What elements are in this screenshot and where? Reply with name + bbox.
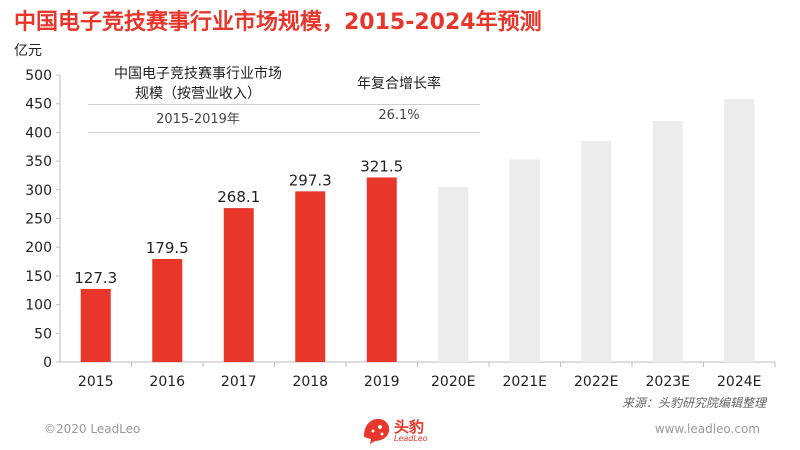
bar-value-label: 268.1 bbox=[217, 188, 260, 206]
chart-title: 中国电子竞技赛事行业市场规模，2015-2024年预测 bbox=[14, 10, 542, 35]
x-tick-label: 2017 bbox=[221, 374, 257, 390]
x-tick-label: 2024E bbox=[717, 374, 761, 390]
y-tick-label: 250 bbox=[25, 212, 52, 228]
forecast-bar bbox=[724, 99, 755, 362]
y-axis-unit: 亿元 bbox=[14, 43, 42, 59]
y-tick-label: 200 bbox=[25, 240, 52, 256]
leopard-head-icon bbox=[364, 418, 390, 444]
actual-bar bbox=[366, 177, 397, 362]
x-tick-label: 2021E bbox=[503, 374, 547, 390]
bar-value-label: 179.5 bbox=[146, 239, 189, 257]
leadleo-logo: 头豹 LeadLeo bbox=[360, 414, 446, 446]
source-note: 来源：头豹研究院编辑整理 bbox=[621, 396, 766, 410]
y-tick-label: 450 bbox=[25, 97, 52, 113]
actual-bar bbox=[223, 208, 254, 362]
y-tick-label: 0 bbox=[43, 355, 52, 371]
x-tick-label: 2020E bbox=[431, 374, 475, 390]
copyright-text: ©2020 LeadLeo bbox=[44, 422, 141, 436]
table-bottom-rule bbox=[88, 132, 480, 133]
x-tick-label: 2015 bbox=[78, 374, 114, 390]
y-tick-label: 400 bbox=[25, 125, 52, 141]
x-tick-label: 2018 bbox=[292, 374, 328, 390]
actual-bar bbox=[152, 258, 183, 362]
y-tick-label: 500 bbox=[25, 68, 52, 84]
forecast-bar bbox=[438, 186, 469, 362]
y-tick-label: 100 bbox=[25, 298, 52, 314]
table-cell-period: 2015-2019年 bbox=[156, 112, 240, 127]
y-tick-label: 50 bbox=[34, 326, 52, 342]
y-tick-label: 350 bbox=[25, 154, 52, 170]
forecast-bar bbox=[652, 120, 683, 362]
forecast-bar bbox=[581, 141, 612, 362]
x-tick-label: 2019 bbox=[364, 374, 400, 390]
forecast-bar bbox=[509, 159, 540, 362]
table-header-cagr: 年复合增长率 bbox=[357, 76, 441, 92]
bar-value-label: 321.5 bbox=[360, 157, 403, 175]
bar-value-label: 127.3 bbox=[74, 269, 117, 287]
x-tick-label: 2023E bbox=[646, 374, 690, 390]
bar-value-label: 297.3 bbox=[289, 171, 332, 189]
y-tick-label: 150 bbox=[25, 269, 52, 285]
logo-text-cn: 头豹 bbox=[394, 418, 425, 436]
x-tick-label: 2016 bbox=[149, 374, 185, 390]
actual-bar bbox=[80, 288, 111, 362]
x-tick-label: 2022E bbox=[574, 374, 618, 390]
table-cell-cagr: 26.1% bbox=[378, 108, 420, 123]
actual-bar bbox=[295, 191, 326, 362]
website-link[interactable]: www.leadleo.com bbox=[654, 422, 760, 436]
table-divider bbox=[88, 104, 480, 105]
y-tick-label: 300 bbox=[25, 183, 52, 199]
table-header-market-size: 中国电子竞技赛事行业市场 规模（按营业收入） bbox=[114, 66, 282, 102]
logo-text-en: LeadLeo bbox=[394, 434, 428, 443]
